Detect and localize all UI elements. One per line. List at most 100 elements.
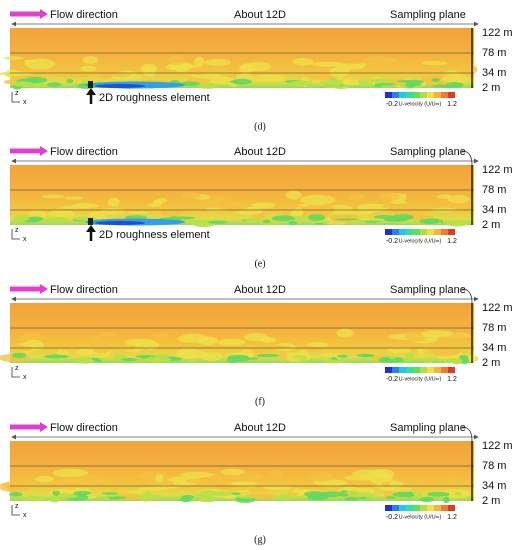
height-label: 78 m — [482, 47, 506, 59]
flow-structure — [149, 332, 169, 340]
flow-structure — [177, 333, 208, 343]
axis-z: z — [15, 365, 19, 372]
near-wall-structure — [385, 496, 396, 499]
height-label: 2 m — [482, 357, 500, 369]
colorbar-title: U-velocity (U/U∞) — [399, 376, 442, 382]
near-wall-structure — [246, 357, 259, 360]
roughness-element — [88, 218, 93, 225]
near-wall-structure — [427, 492, 450, 497]
colorbar-segment — [441, 505, 448, 511]
near-wall-structure — [381, 358, 404, 363]
near-wall-structure — [344, 497, 358, 501]
colorbar-segment — [427, 505, 434, 511]
colorbar-segment — [420, 92, 427, 98]
near-wall-structure — [101, 492, 118, 495]
colorbar-segment — [420, 505, 427, 511]
flow-structure — [456, 203, 473, 211]
colorbar-title: U-velocity (U/U∞) — [399, 101, 442, 107]
flow-structure — [137, 486, 167, 491]
flow-structure — [386, 347, 412, 354]
panel-label: (f) — [255, 396, 265, 407]
flow-arrow-head — [40, 422, 48, 432]
height-label: 122 m — [482, 440, 513, 452]
flow-structure — [379, 192, 400, 201]
sampling-pointer — [461, 426, 473, 442]
flow-structure — [194, 56, 205, 68]
near-wall-structure — [198, 495, 216, 503]
flow-structure — [391, 209, 427, 215]
flow-structure — [432, 68, 444, 74]
flow-structure — [201, 352, 223, 362]
colorbar-segment — [385, 229, 392, 235]
colorbar-segment — [385, 92, 392, 98]
panel-label: (g) — [254, 534, 266, 545]
flow-structure — [446, 476, 460, 484]
near-wall-structure — [256, 353, 280, 358]
near-wall-structure — [73, 216, 97, 221]
near-wall-structure — [187, 358, 198, 363]
sampling-pointer — [461, 288, 473, 304]
height-label: 2 m — [482, 82, 500, 94]
flow-structure — [80, 65, 97, 72]
near-wall-structure — [445, 81, 464, 88]
roughness-element — [88, 81, 93, 88]
flow-structure — [423, 334, 441, 339]
flow-structure — [188, 67, 211, 75]
flow-structure — [186, 479, 207, 484]
flow-arrow-head — [40, 9, 48, 19]
near-wall-structure — [145, 356, 172, 363]
flow-arrow-head — [40, 284, 48, 294]
height-label: 122 m — [482, 27, 513, 39]
colorbar-segment — [406, 92, 413, 98]
colorbar-max: 1.2 — [447, 101, 457, 108]
near-wall-structure — [137, 494, 162, 499]
flow-structure — [251, 202, 276, 209]
axis-x: x — [23, 512, 27, 519]
near-wall-structure — [244, 217, 263, 224]
sampling-pointer — [461, 150, 473, 166]
near-wall-structure — [374, 84, 382, 88]
flow-structure — [262, 485, 293, 491]
panel: Flow direction About 12D Sampling plane 122… — [10, 146, 513, 269]
height-label: 34 m — [482, 67, 506, 79]
near-wall-structure — [43, 354, 69, 359]
near-wall-structure — [238, 495, 255, 499]
near-wall-structure — [211, 490, 234, 497]
axis-z: z — [15, 503, 19, 510]
colorbar-segment — [413, 505, 420, 511]
flow-structure — [431, 346, 461, 357]
distance-label: About 12D — [234, 284, 286, 296]
near-wall-structure — [112, 354, 127, 360]
flow-structure — [97, 332, 117, 337]
axis-x: x — [23, 236, 27, 243]
panel: Flow direction About 12D Sampling plane 122… — [0, 9, 513, 132]
near-wall-structure — [231, 78, 252, 85]
flow-structure — [260, 345, 289, 349]
colorbar-title: U-velocity (U/U∞) — [399, 514, 442, 520]
near-wall-structure — [339, 490, 350, 497]
near-wall-structure — [402, 220, 423, 224]
roughness-label: 2D roughness element — [99, 229, 210, 241]
colorbar-segment — [427, 229, 434, 235]
flow-structure — [349, 481, 377, 489]
near-wall-structure — [419, 497, 435, 503]
flow-structure — [139, 471, 171, 480]
flow-label: Flow direction — [50, 284, 118, 296]
colorbar-segment — [392, 229, 399, 235]
flow-structure — [299, 194, 336, 205]
roughness-arrow-head — [86, 88, 96, 95]
flow-structure — [336, 328, 354, 338]
colorbar-segment — [399, 367, 406, 373]
flow-structure — [447, 194, 470, 204]
flow-structure — [292, 57, 314, 66]
flow-structure — [417, 348, 426, 356]
near-wall-structure — [443, 496, 450, 504]
colorbar-segment — [413, 367, 420, 373]
near-wall-structure — [47, 82, 62, 87]
colorbar-segment — [448, 92, 455, 98]
flow-structure — [64, 196, 84, 200]
height-label: 78 m — [482, 322, 506, 334]
near-wall-structure — [193, 493, 209, 497]
flow-structure — [170, 209, 186, 215]
colorbar-segment — [406, 505, 413, 511]
